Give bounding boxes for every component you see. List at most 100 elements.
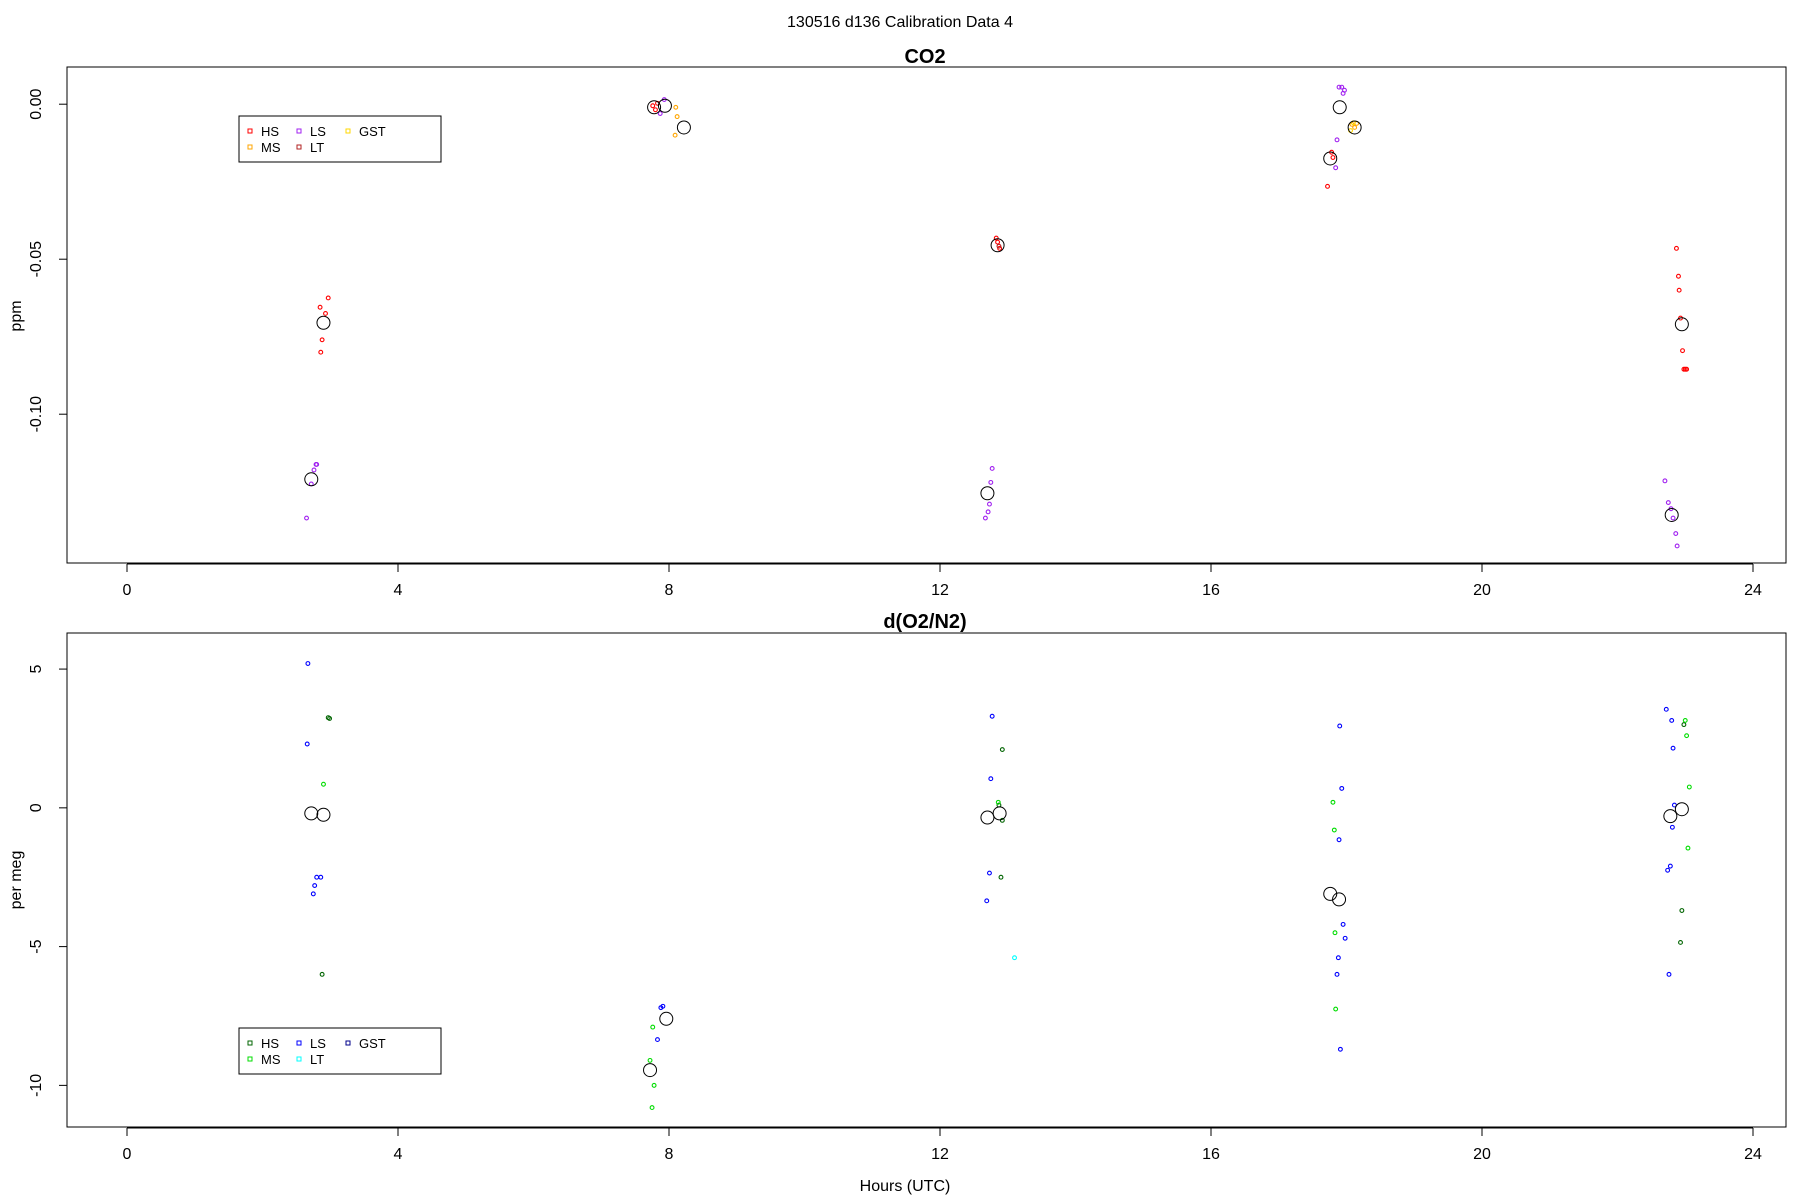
co2-hs-point (323, 311, 328, 316)
co2-ls-point (311, 467, 317, 473)
o2n2-legend-marker (247, 1040, 253, 1046)
o2n2-legend-label: LT (310, 1052, 324, 1067)
co2-hs-point (1684, 366, 1690, 372)
co2-ms-point (674, 114, 680, 120)
co2-mean-point (304, 472, 319, 487)
o2n2-legend-box (238, 1027, 442, 1075)
o2n2-x-tick-label: 20 (1473, 1146, 1491, 1163)
co2-data-points (304, 84, 1690, 549)
o2n2-panel: d(O2/N2) 0 4 8 12 16 20 24 5 0 -5 -10 per meg HSM… (8, 611, 1787, 1163)
co2-legend-label: HS (261, 124, 279, 139)
co2-hs-point (995, 239, 1001, 245)
co2-mean-point (676, 120, 691, 135)
o2n2-ms-point (1332, 930, 1338, 936)
o2n2-legend-label: LS (310, 1036, 326, 1051)
co2-x-axis: 0 4 8 12 16 20 24 (123, 563, 1762, 599)
o2n2-y-tick-label: -5 (28, 939, 45, 953)
o2n2-ls-point (1663, 706, 1669, 712)
o2n2-x-tick-label: 0 (123, 1146, 132, 1163)
o2n2-y-axis: 5 0 -5 -10 (28, 665, 68, 1097)
o2n2-hs-point (1681, 722, 1687, 728)
figure-title: 130516 d136 Calibration Data 4 (787, 14, 1013, 31)
o2n2-ls-point (1667, 863, 1673, 869)
o2n2-ls-point (988, 776, 994, 782)
co2-hs-point (317, 304, 323, 310)
co2-legend-label: LS (310, 124, 326, 139)
o2n2-ls-point (1342, 935, 1348, 941)
co2-legend-label: MS (261, 140, 281, 155)
co2-hs-point (318, 349, 324, 355)
o2n2-ms-point (1331, 827, 1337, 833)
o2n2-ms-point (1330, 799, 1336, 805)
o2n2-ms-point (1686, 784, 1692, 790)
co2-ls-point (1665, 500, 1671, 505)
co2-chart-title: CO2 (904, 46, 945, 68)
co2-legend-label: LT (310, 140, 324, 155)
o2n2-y-axis-label: per meg (8, 851, 25, 910)
co2-x-tick-label: 16 (1202, 582, 1220, 599)
co2-hs-point (1673, 245, 1679, 251)
co2-ls-point (314, 461, 320, 467)
o2n2-x-tick-label: 16 (1202, 1146, 1220, 1163)
o2n2-ls-point (1335, 955, 1341, 961)
o2n2-ls-point (1334, 971, 1340, 977)
co2-x-tick-label: 8 (665, 582, 674, 599)
co2-ls-point (1336, 84, 1342, 90)
o2n2-ls-point (655, 1037, 660, 1043)
co2-ls-point (1670, 515, 1676, 521)
co2-y-tick-label: -0.05 (28, 241, 45, 278)
o2n2-ms-point (1333, 1006, 1339, 1012)
co2-hs-point (1680, 348, 1685, 354)
o2n2-ls-point (1336, 837, 1342, 843)
o2n2-ms-point (650, 1024, 656, 1030)
o2n2-mean-point (992, 806, 1007, 821)
o2n2-ms-point (647, 1057, 653, 1063)
o2n2-mean-point (316, 807, 331, 822)
o2n2-ls-point (318, 874, 324, 880)
x-axis-label: Hours (UTC) (860, 1178, 951, 1195)
o2n2-ls-point (310, 891, 316, 897)
o2n2-ls-point (1670, 745, 1676, 751)
o2n2-x-tick-label: 4 (394, 1146, 403, 1163)
co2-hs-point (650, 103, 656, 109)
co2-ls-point (1674, 543, 1680, 549)
co2-ls-point (1662, 478, 1668, 484)
co2-ls-point (985, 509, 991, 515)
o2n2-legend-marker (247, 1056, 253, 1062)
o2n2-mean-point (659, 1011, 674, 1026)
co2-y-tick-label: -0.10 (28, 396, 45, 433)
co2-x-tick-label: 4 (394, 582, 403, 599)
co2-mean-point (647, 100, 662, 115)
o2n2-ls-point (984, 898, 990, 904)
o2n2-x-tick-label: 24 (1744, 1146, 1762, 1163)
o2n2-ls-point (1339, 785, 1345, 791)
co2-hs-point (325, 295, 331, 301)
o2n2-ls-point (304, 741, 310, 747)
o2n2-ls-point (1337, 723, 1343, 729)
o2n2-mean-point (1332, 892, 1347, 907)
co2-mean-point (980, 486, 995, 501)
o2n2-mean-point (1663, 809, 1678, 824)
co2-legend-marker (296, 144, 302, 150)
co2-ls-point (982, 515, 988, 521)
o2n2-mean-point (1674, 802, 1689, 817)
co2-ls-point (989, 466, 995, 471)
o2n2-hs-point (1678, 939, 1683, 945)
co2-mean-point (657, 98, 672, 113)
co2-hs-point (993, 235, 999, 241)
co2-hs-point (1676, 273, 1681, 279)
co2-x-tick-label: 24 (1744, 582, 1762, 599)
co2-ms-point (673, 104, 679, 110)
co2-legend-marker (345, 128, 351, 134)
o2n2-hs-point (1679, 908, 1685, 913)
co2-legend-label: GST (359, 124, 386, 139)
o2n2-legend-label: HS (261, 1036, 279, 1051)
co2-y-axis-label: ppm (8, 300, 25, 331)
o2n2-x-axis: 0 4 8 12 16 20 24 (123, 1127, 1762, 1163)
o2n2-ls-point (987, 870, 992, 876)
co2-ls-point (1339, 84, 1345, 90)
co2-legend-marker (247, 128, 253, 134)
o2n2-ms-point (995, 799, 1001, 805)
